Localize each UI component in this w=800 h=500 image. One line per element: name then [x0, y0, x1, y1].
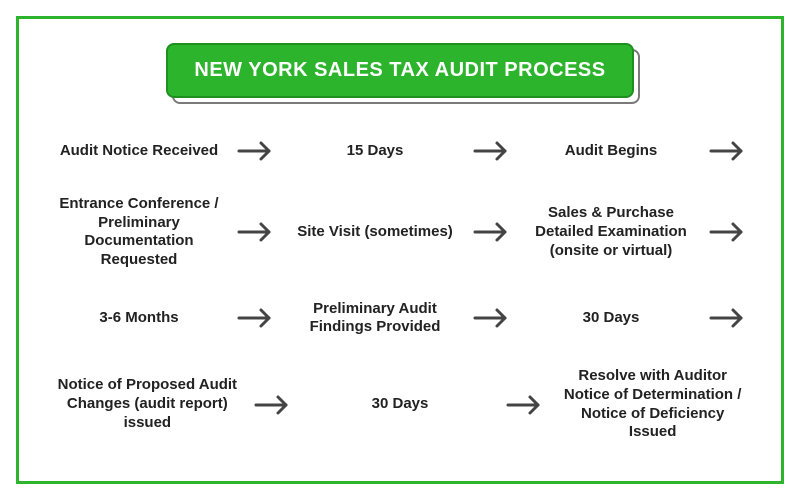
arrow-icon — [707, 304, 751, 332]
flow-step: Audit Notice Received — [49, 142, 229, 161]
arrow-icon — [504, 391, 548, 419]
arrow-icon — [235, 304, 279, 332]
flow-step: Notice of Proposed Audit Changes (audit … — [49, 376, 246, 432]
flow-row: 3-6 Months Preliminary Audit Findings Pro… — [49, 300, 751, 338]
flow-row: Entrance Conference / Preliminary Docume… — [49, 195, 751, 270]
flow-step: Audit Begins — [521, 142, 701, 161]
arrow-icon — [235, 137, 279, 165]
flow-row: Notice of Proposed Audit Changes (audit … — [49, 367, 751, 442]
flow-step: Resolve with Auditor Notice of Determina… — [554, 367, 751, 442]
flow-step: Sales & Purchase Detailed Examination (o… — [521, 204, 701, 260]
arrow-icon — [707, 218, 751, 246]
arrow-icon — [252, 391, 296, 419]
arrow-icon — [707, 137, 751, 165]
arrow-icon — [235, 218, 279, 246]
arrow-icon — [471, 137, 515, 165]
title-container: NEW YORK SALES TAX AUDIT PROCESS — [49, 43, 751, 98]
flow-step: 30 Days — [521, 309, 701, 328]
flow-step: Site Visit (sometimes) — [285, 223, 465, 242]
flow-row: Audit Notice Received 15 Days Audit Begins — [49, 137, 751, 165]
flow-step: Preliminary Audit Findings Provided — [285, 300, 465, 338]
arrow-icon — [471, 218, 515, 246]
flow-step: Entrance Conference / Preliminary Docume… — [49, 195, 229, 270]
flow-rows: Audit Notice Received 15 Days Audit Begins… — [49, 122, 751, 457]
arrow-icon — [471, 304, 515, 332]
diagram-title: NEW YORK SALES TAX AUDIT PROCESS — [166, 43, 633, 98]
flow-step: 3-6 Months — [49, 309, 229, 328]
title-shadow-box: NEW YORK SALES TAX AUDIT PROCESS — [166, 43, 633, 98]
flow-step: 15 Days — [285, 142, 465, 161]
flow-step: 30 Days — [302, 395, 499, 414]
diagram-frame: NEW YORK SALES TAX AUDIT PROCESS Audit N… — [16, 16, 784, 484]
